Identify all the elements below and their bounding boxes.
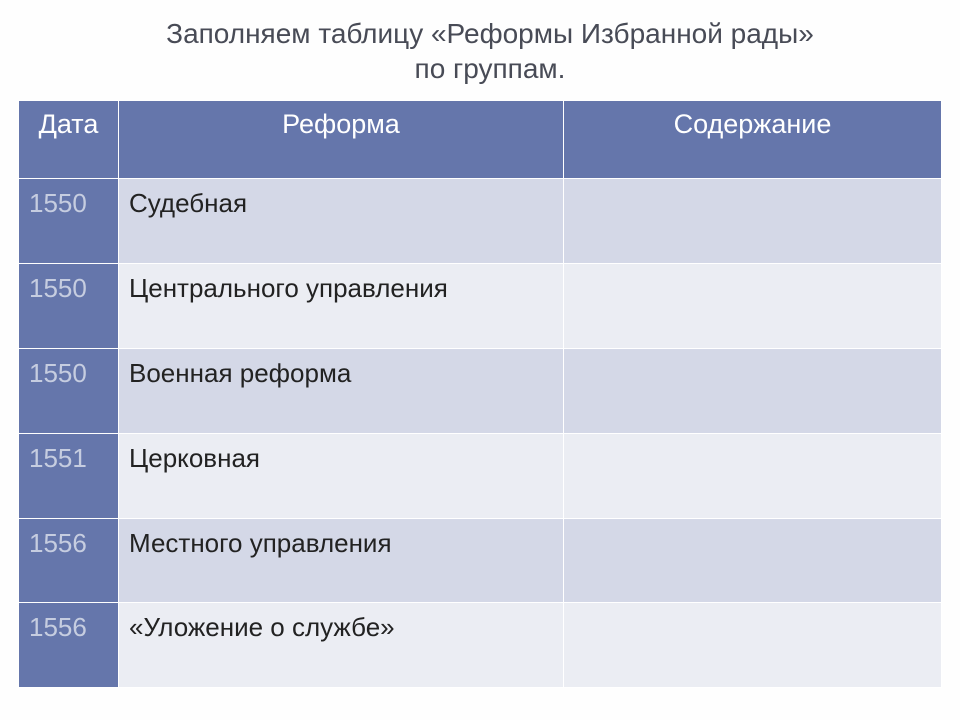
cell-content <box>564 518 942 603</box>
table-row: 1556 «Уложение о службе» <box>19 603 942 688</box>
cell-content <box>564 603 942 688</box>
cell-reform: Военная реформа <box>119 348 564 433</box>
cell-date: 1556 <box>19 603 119 688</box>
table-row: 1550 Военная реформа <box>19 348 942 433</box>
table-row: 1550 Судебная <box>19 179 942 264</box>
cell-date: 1550 <box>19 179 119 264</box>
table-row: 1556 Местного управления <box>19 518 942 603</box>
title-line-2: по группам. <box>415 53 566 84</box>
slide-title: Заполняем таблицу «Реформы Избранной рад… <box>18 10 942 100</box>
cell-reform: «Уложение о службе» <box>119 603 564 688</box>
table-header-row: Дата Реформа Содержание <box>19 101 942 179</box>
reforms-table: Дата Реформа Содержание 1550 Судебная 15… <box>18 100 942 688</box>
cell-content <box>564 433 942 518</box>
cell-reform: Центрального управления <box>119 263 564 348</box>
col-header-date: Дата <box>19 101 119 179</box>
col-header-reform: Реформа <box>119 101 564 179</box>
cell-content <box>564 348 942 433</box>
slide: Заполняем таблицу «Реформы Избранной рад… <box>0 0 960 720</box>
table-row: 1551 Церковная <box>19 433 942 518</box>
cell-reform: Судебная <box>119 179 564 264</box>
cell-content <box>564 179 942 264</box>
cell-date: 1550 <box>19 348 119 433</box>
cell-reform: Церковная <box>119 433 564 518</box>
cell-date: 1551 <box>19 433 119 518</box>
table-row: 1550 Центрального управления <box>19 263 942 348</box>
cell-content <box>564 263 942 348</box>
col-header-content: Содержание <box>564 101 942 179</box>
title-line-1: Заполняем таблицу «Реформы Избранной рад… <box>166 18 814 49</box>
cell-date: 1550 <box>19 263 119 348</box>
cell-reform: Местного управления <box>119 518 564 603</box>
cell-date: 1556 <box>19 518 119 603</box>
